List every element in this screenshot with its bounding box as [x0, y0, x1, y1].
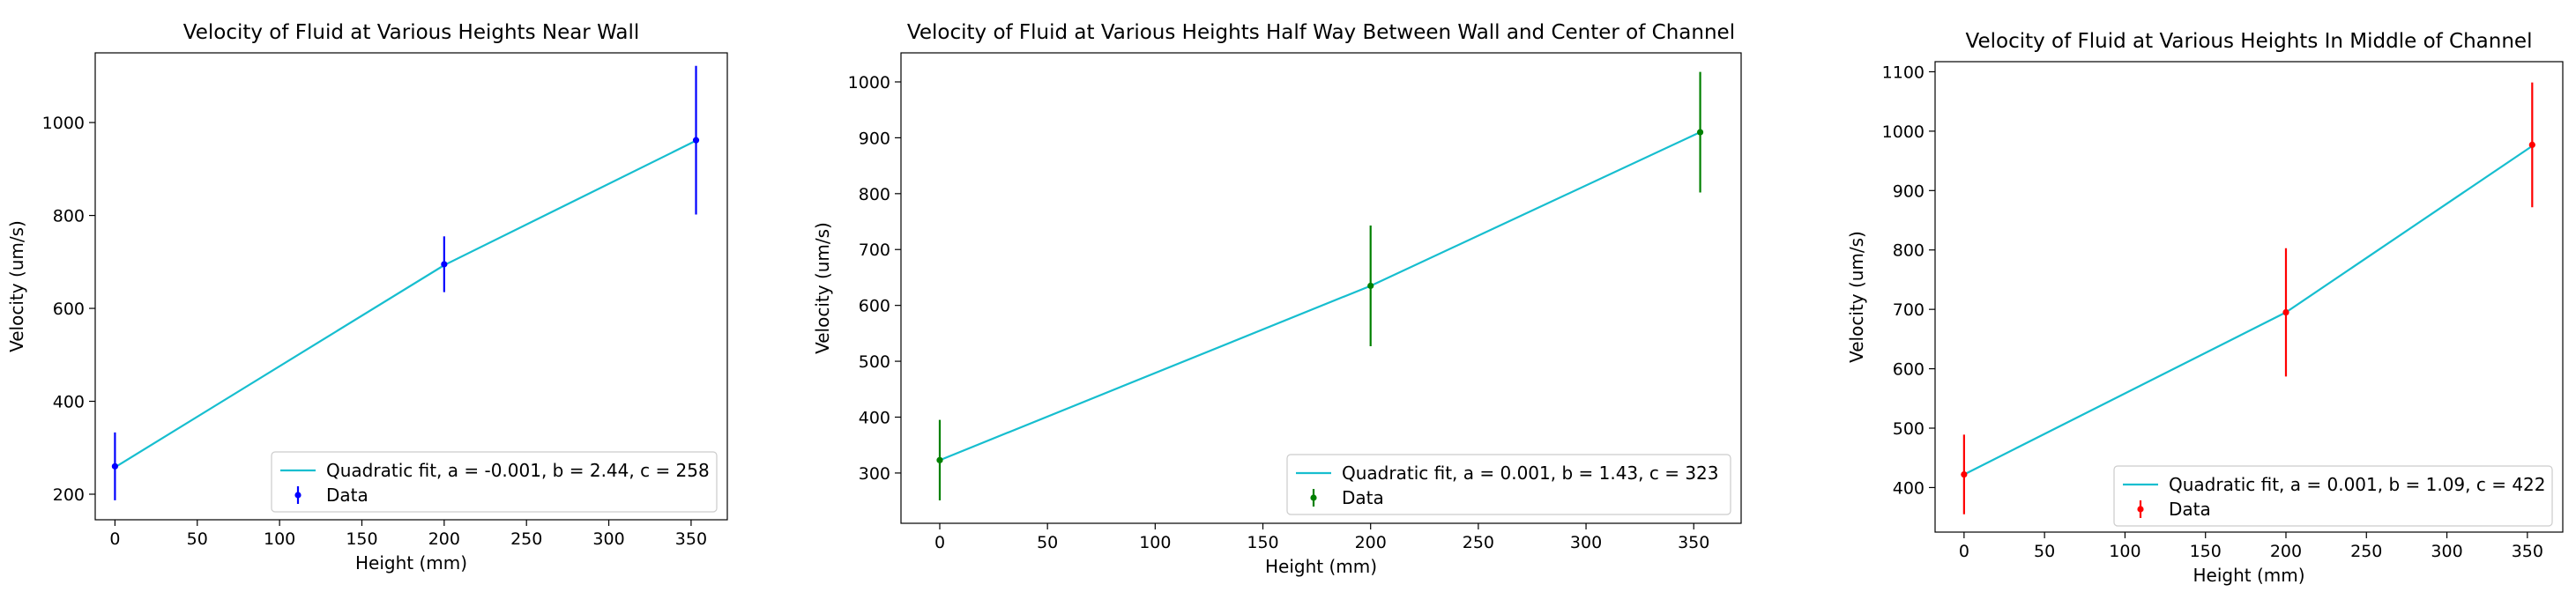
y-tick-label: 600 — [859, 297, 890, 316]
fit-line — [114, 139, 697, 469]
x-tick-label: 200 — [1355, 533, 1387, 552]
y-axis-label: Velocity (um/s) — [812, 222, 833, 354]
legend-data-swatch-point — [2137, 506, 2144, 513]
y-axis-label: Velocity (um/s) — [1846, 231, 1867, 363]
data-point — [936, 456, 943, 463]
legend-fit-label: Quadratic fit, a = 0.001, b = 1.09, c = … — [2169, 474, 2546, 495]
legend: Quadratic fit, a = 0.001, b = 1.43, c = … — [1286, 454, 1731, 515]
x-axis-label: Height (mm) — [2193, 565, 2304, 586]
y-tick-label: 500 — [859, 352, 890, 372]
x-tick-label: 300 — [592, 529, 624, 549]
plot-frame — [94, 52, 728, 521]
plot-frame — [900, 52, 1742, 524]
chart-panel-2: Velocity of Fluid at Various Heights Hal… — [812, 21, 1742, 577]
x-tick-label: 100 — [2109, 542, 2140, 561]
y-tick-label: 800 — [859, 185, 890, 204]
legend-fit-label: Quadratic fit, a = 0.001, b = 1.43, c = … — [1342, 462, 1719, 484]
data-point — [1696, 129, 1704, 136]
legend: Quadratic fit, a = -0.001, b = 2.44, c =… — [271, 451, 718, 513]
legend-box — [2113, 465, 2553, 527]
x-tick-label: 50 — [2034, 542, 2055, 561]
data-point — [1367, 282, 1374, 290]
x-tick-label: 100 — [1139, 533, 1171, 552]
legend-data-label: Data — [1342, 487, 1384, 508]
x-tick-label: 350 — [675, 529, 707, 549]
x-tick-label: 200 — [428, 529, 460, 549]
legend-data-swatch-point — [294, 492, 302, 499]
chart-title: Velocity of Fluid at Various Heights In … — [1966, 30, 2533, 53]
x-tick-label: 100 — [264, 529, 295, 549]
x-tick-label: 150 — [2190, 542, 2222, 561]
y-tick-label: 1000 — [42, 114, 85, 133]
y-tick-label: 700 — [859, 240, 890, 260]
data-point — [111, 462, 119, 470]
y-tick-label: 400 — [859, 409, 890, 428]
legend-data-swatch-point — [1310, 494, 1317, 501]
x-tick-label: 350 — [2512, 542, 2543, 561]
fit-line — [939, 131, 1701, 462]
x-tick-label: 0 — [934, 533, 945, 552]
x-axis-label: Height (mm) — [355, 552, 467, 574]
data-point — [441, 261, 448, 268]
x-tick-label: 250 — [1463, 533, 1494, 552]
x-tick-label: 350 — [1678, 533, 1709, 552]
chart-panel-3: Velocity of Fluid at Various Heights In … — [1846, 30, 2564, 586]
y-tick-label: 600 — [53, 300, 85, 319]
x-tick-label: 300 — [2431, 542, 2462, 561]
legend-box — [1286, 454, 1731, 515]
x-tick-label: 250 — [2350, 542, 2382, 561]
data-point — [2282, 308, 2289, 316]
x-tick-label: 150 — [1247, 533, 1278, 552]
y-tick-label: 1000 — [848, 73, 890, 92]
chart-title: Velocity of Fluid at Various Heights Hal… — [907, 21, 1735, 44]
data-point — [692, 137, 700, 144]
legend: Quadratic fit, a = 0.001, b = 1.09, c = … — [2113, 465, 2553, 527]
data-point — [1961, 470, 1968, 478]
y-tick-label: 500 — [1893, 419, 1925, 439]
y-tick-label: 700 — [1893, 300, 1925, 320]
chart-title: Velocity of Fluid at Various Heights Nea… — [183, 21, 639, 44]
y-axis-label: Velocity (um/s) — [6, 220, 27, 352]
x-tick-label: 300 — [1570, 533, 1602, 552]
y-tick-label: 900 — [1893, 181, 1925, 201]
data-point — [2528, 141, 2535, 148]
legend-box — [271, 451, 718, 513]
y-tick-label: 400 — [53, 393, 85, 412]
y-tick-label: 400 — [1893, 478, 1925, 498]
y-tick-label: 800 — [1893, 241, 1925, 261]
legend-fit-label: Quadratic fit, a = -0.001, b = 2.44, c =… — [326, 460, 710, 481]
fit-line — [1963, 144, 2533, 476]
chart-panel-1: Velocity of Fluid at Various Heights Nea… — [6, 21, 728, 574]
y-tick-label: 200 — [53, 485, 85, 505]
legend-data-label: Data — [326, 485, 369, 506]
y-tick-label: 300 — [859, 464, 890, 484]
x-tick-label: 0 — [1959, 542, 1969, 561]
y-tick-label: 1000 — [1882, 122, 1925, 142]
y-tick-label: 900 — [859, 129, 890, 148]
plot-frame — [1934, 61, 2564, 533]
legend-data-label: Data — [2169, 499, 2211, 520]
x-tick-label: 0 — [109, 529, 120, 549]
x-tick-label: 150 — [346, 529, 377, 549]
x-tick-label: 50 — [187, 529, 208, 549]
y-tick-label: 800 — [53, 207, 85, 226]
y-tick-label: 1100 — [1882, 63, 1925, 82]
x-tick-label: 50 — [1037, 533, 1058, 552]
y-tick-label: 600 — [1893, 360, 1925, 380]
x-tick-label: 250 — [510, 529, 542, 549]
x-tick-label: 200 — [2270, 542, 2302, 561]
x-axis-label: Height (mm) — [1265, 556, 1377, 577]
